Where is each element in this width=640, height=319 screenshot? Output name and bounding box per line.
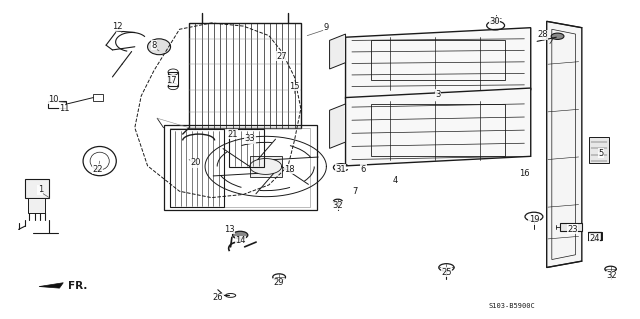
- Bar: [588, 232, 602, 240]
- Text: 26: 26: [212, 293, 223, 302]
- Bar: [93, 94, 103, 101]
- Text: 7: 7: [353, 187, 358, 196]
- Text: 31: 31: [335, 165, 346, 174]
- Bar: [25, 179, 49, 197]
- Text: 28: 28: [537, 31, 548, 40]
- Text: 11: 11: [60, 104, 70, 113]
- Bar: [48, 101, 66, 108]
- Text: 18: 18: [284, 165, 294, 174]
- Text: 8: 8: [151, 41, 157, 50]
- Bar: [28, 198, 45, 212]
- Text: 5: 5: [598, 149, 604, 158]
- Polygon shape: [346, 88, 531, 166]
- Bar: [170, 129, 224, 207]
- Text: 32: 32: [333, 201, 343, 210]
- Text: 15: 15: [289, 82, 300, 91]
- Text: 21: 21: [227, 130, 238, 138]
- Bar: [371, 41, 505, 80]
- Text: 4: 4: [393, 176, 398, 185]
- Text: 30: 30: [489, 17, 500, 26]
- Text: 29: 29: [274, 278, 284, 287]
- Text: 20: 20: [190, 158, 201, 167]
- Bar: [589, 137, 609, 163]
- Text: 9: 9: [324, 23, 329, 32]
- Ellipse shape: [551, 33, 564, 40]
- Text: 12: 12: [111, 22, 122, 31]
- Text: 23: 23: [567, 225, 577, 234]
- Text: 3: 3: [435, 90, 441, 99]
- Polygon shape: [547, 21, 582, 268]
- Bar: [371, 104, 505, 156]
- Text: 10: 10: [48, 95, 58, 104]
- Text: 24: 24: [589, 234, 600, 243]
- Polygon shape: [330, 34, 346, 69]
- Text: 6: 6: [361, 165, 366, 174]
- Text: 16: 16: [519, 169, 530, 178]
- Text: 32: 32: [607, 271, 617, 280]
- Text: 14: 14: [235, 236, 245, 245]
- Text: 22: 22: [93, 165, 103, 174]
- Text: 17: 17: [166, 76, 177, 85]
- Polygon shape: [39, 283, 63, 288]
- Text: 25: 25: [441, 268, 452, 277]
- Ellipse shape: [232, 231, 248, 239]
- Polygon shape: [346, 28, 531, 99]
- Bar: [164, 124, 317, 210]
- Bar: [560, 223, 582, 231]
- Text: FR.: FR.: [68, 281, 87, 291]
- Text: S103-B5900C: S103-B5900C: [488, 303, 535, 308]
- Ellipse shape: [148, 39, 171, 55]
- Bar: [189, 23, 301, 128]
- Text: 13: 13: [224, 225, 235, 234]
- Text: 27: 27: [276, 52, 287, 61]
- Bar: [229, 129, 264, 167]
- Polygon shape: [330, 104, 346, 148]
- Bar: [170, 128, 310, 207]
- Bar: [250, 156, 282, 177]
- Text: 1: 1: [38, 185, 43, 194]
- Bar: [168, 72, 178, 86]
- Text: 33: 33: [244, 134, 255, 143]
- Text: 19: 19: [529, 215, 539, 224]
